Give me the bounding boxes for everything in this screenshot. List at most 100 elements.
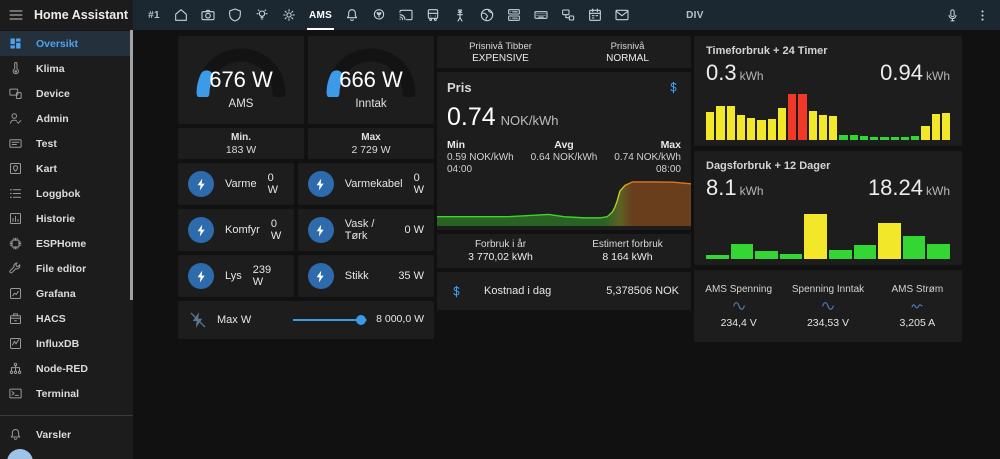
sine-wave-icon <box>728 299 750 313</box>
sidebar-item-label: Test <box>36 138 57 150</box>
bolt-icon <box>308 263 334 289</box>
hourly-chart-title: Timeforbruk + 24 Timer <box>706 45 950 57</box>
sidebar-item-terminal[interactable]: Terminal <box>0 381 133 406</box>
cost-today-card[interactable]: Kostnad i dag 5,378506 NOK <box>437 272 691 310</box>
home-icon <box>173 7 189 23</box>
tab-bell-alert[interactable] <box>343 0 361 30</box>
dots-vertical-icon[interactable] <box>975 8 990 23</box>
tab-ams[interactable]: AMS <box>307 0 334 30</box>
cost-label: Kostnad i dag <box>484 285 586 297</box>
sidebar-item-oversikt[interactable]: Oversikt <box>0 31 133 56</box>
stat-label: Min. <box>231 132 251 143</box>
sidebar-item-file-editor[interactable]: File editor <box>0 256 133 281</box>
gauge-card-inntak[interactable]: 666 W Inntak <box>308 36 434 124</box>
tab-calendar[interactable] <box>586 0 604 30</box>
sidebar-item-esphome[interactable]: ESPHome <box>0 231 133 256</box>
hourly-current-number: 0.3 <box>706 60 737 86</box>
sidebar-item-kart[interactable]: Kart <box>0 156 133 181</box>
gauge-card-ams[interactable]: 676 W AMS <box>178 36 304 124</box>
tab-camera[interactable] <box>199 0 217 30</box>
stat-spenning-inntak[interactable]: Spenning Inntak 234,53 V <box>783 284 872 329</box>
earth-icon <box>479 7 495 23</box>
consumption-forbruk-i-r[interactable]: Forbruk i år 3 770,02 kWh <box>437 239 564 263</box>
sidebar-item-klima[interactable]: Klima <box>0 56 133 81</box>
column-price: Prisnivå Tibber EXPENSIVE Prisnivå NORMA… <box>437 36 691 310</box>
sidebar-item-varsler[interactable]: Varsler <box>0 422 133 447</box>
tab-lightbulb-on[interactable] <box>253 0 271 30</box>
sidebar-item-admin[interactable]: Admin <box>0 106 133 131</box>
bar <box>780 254 803 259</box>
stat-label: Max <box>361 132 380 143</box>
consumption-estimert-forbruk[interactable]: Estimert forbruk 8 164 kWh <box>564 239 691 263</box>
bar <box>727 106 735 140</box>
sidebar-item-node-red[interactable]: Node-RED <box>0 356 133 381</box>
sidebar-item-label: Historie <box>36 213 75 225</box>
tab-1[interactable]: #1 <box>145 0 163 30</box>
tab-light-flood[interactable] <box>280 0 298 30</box>
sidebar-item-historie[interactable]: Historie <box>0 206 133 231</box>
max-w-slider[interactable] <box>293 313 367 327</box>
topbar-actions <box>945 8 990 23</box>
stat-card-max[interactable]: Max 2 729 W <box>308 128 434 159</box>
daily-current-unit: kWh <box>740 184 764 198</box>
stat-ams-spenning[interactable]: AMS Spenning 234,4 V <box>694 284 783 329</box>
sidebar-item-device[interactable]: Device <box>0 81 133 106</box>
map-icon <box>8 161 23 176</box>
view-tabs: #1 AMS DIV <box>145 0 945 30</box>
tab-sprout-pin[interactable] <box>370 0 388 30</box>
sensor-card-stikk[interactable]: Stikk 35 W <box>298 255 434 297</box>
shield-icon <box>227 7 243 23</box>
price-stat-value: 0.59 NOK/kWh <box>447 152 525 163</box>
tab-cast[interactable] <box>397 0 415 30</box>
slider-knob[interactable] <box>356 315 366 325</box>
price-stat-label: Avg <box>525 139 603 151</box>
tab-mail[interactable] <box>613 0 631 30</box>
flash-off-icon <box>188 310 208 330</box>
hourly-max-unit: kWh <box>926 69 950 83</box>
stat-ams-str-m[interactable]: AMS Strøm 3,205 A <box>873 284 962 329</box>
tab-shield[interactable] <box>226 0 244 30</box>
tab-transmission-tower[interactable] <box>451 0 469 30</box>
sidebar-item-test[interactable]: Test <box>0 131 133 156</box>
card-text-icon <box>8 136 23 151</box>
bar <box>747 118 755 140</box>
bolt-icon <box>188 217 214 243</box>
sensor-card-komfyr[interactable]: Komfyr 0 W <box>178 209 294 251</box>
tab-earth[interactable] <box>478 0 496 30</box>
bar <box>850 135 858 140</box>
price-chart-card[interactable]: Pris 0.74 NOK/kWh Min 0.59 NOK/kWh 04:00… <box>437 72 691 230</box>
daily-current-number: 8.1 <box>706 175 737 201</box>
sidebar-scrollbar[interactable] <box>130 30 133 300</box>
price-level-prisniv-tibber[interactable]: Prisnivå Tibber EXPENSIVE <box>437 41 564 64</box>
tab-bus[interactable] <box>424 0 442 30</box>
hourly-consumption-card[interactable]: Timeforbruk + 24 Timer 0.3 kWh 0.94 kWh <box>694 36 962 146</box>
tab-div[interactable]: DIV <box>684 0 706 30</box>
gauge-value: 666 W <box>308 67 434 93</box>
sidebar-item-grafana[interactable]: Grafana <box>0 281 133 306</box>
daily-consumption-card[interactable]: Dagsforbruk + 12 Dager 8.1 kWh 18.24 kWh <box>694 151 962 265</box>
sensor-card-lys[interactable]: Lys 239 W <box>178 255 294 297</box>
sidebar-item-loggbok[interactable]: Loggbok <box>0 181 133 206</box>
bar <box>819 115 827 140</box>
chip-icon <box>8 236 23 251</box>
sensor-card-vask-t-rk[interactable]: Vask / Tørk 0 W <box>298 209 434 251</box>
sensor-card-varme[interactable]: Varme 0 W <box>178 163 294 205</box>
bar <box>804 214 827 259</box>
microphone-icon[interactable] <box>945 8 960 23</box>
sidebar-item-influxdb[interactable]: InfluxDB <box>0 331 133 356</box>
tab-keyboard[interactable] <box>532 0 550 30</box>
bar <box>778 108 786 140</box>
sensor-label: Varmekabel <box>345 178 403 190</box>
tab-home[interactable] <box>172 0 190 30</box>
sidebar-item-hacs[interactable]: HACS <box>0 306 133 331</box>
price-level-prisniv[interactable]: Prisnivå NORMAL <box>564 41 691 64</box>
stat-card-min[interactable]: Min. 183 W <box>178 128 304 159</box>
tab-network-devices[interactable] <box>559 0 577 30</box>
sidebar-divider <box>0 415 133 416</box>
daily-max-unit: kWh <box>926 184 950 198</box>
menu-icon[interactable] <box>8 7 24 23</box>
server-list-icon <box>506 7 522 23</box>
tab-server-list[interactable] <box>505 0 523 30</box>
thermometer-icon <box>8 61 23 76</box>
sensor-card-varmekabel[interactable]: Varmekabel 0 W <box>298 163 434 205</box>
